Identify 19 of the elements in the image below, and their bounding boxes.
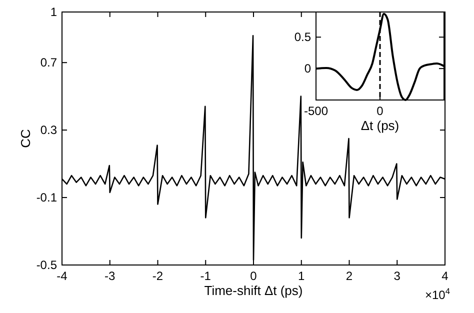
x-tick-label: 3 (394, 269, 401, 283)
text: ×10$^{4}$ (424, 286, 450, 302)
y-tick-label: 0.7 (40, 56, 58, 70)
x-tick-label: -500 (304, 104, 328, 118)
x-tick-label: 2 (346, 269, 353, 283)
x-tick-label: -1 (200, 269, 212, 283)
x-axis-title: Time-shift Δt (ps) (204, 283, 303, 298)
y-tick-label: 1 (50, 5, 58, 19)
x-axis-title: Δt (ps) (360, 118, 400, 133)
y-axis-title: CC (18, 129, 33, 148)
y-tick-label: -0.1 (36, 190, 58, 205)
x-tick-label: 0 (250, 269, 258, 283)
y-tick-label: 0.3 (40, 123, 58, 138)
y-tick-label: 0.5 (294, 30, 312, 44)
x-tick-label: -3 (104, 269, 116, 283)
x-tick-label: 4 (442, 269, 449, 283)
y-tick-label: -0.5 (36, 258, 58, 272)
x-tick-label: -4 (56, 269, 68, 283)
x-tick-label: -2 (152, 269, 164, 283)
